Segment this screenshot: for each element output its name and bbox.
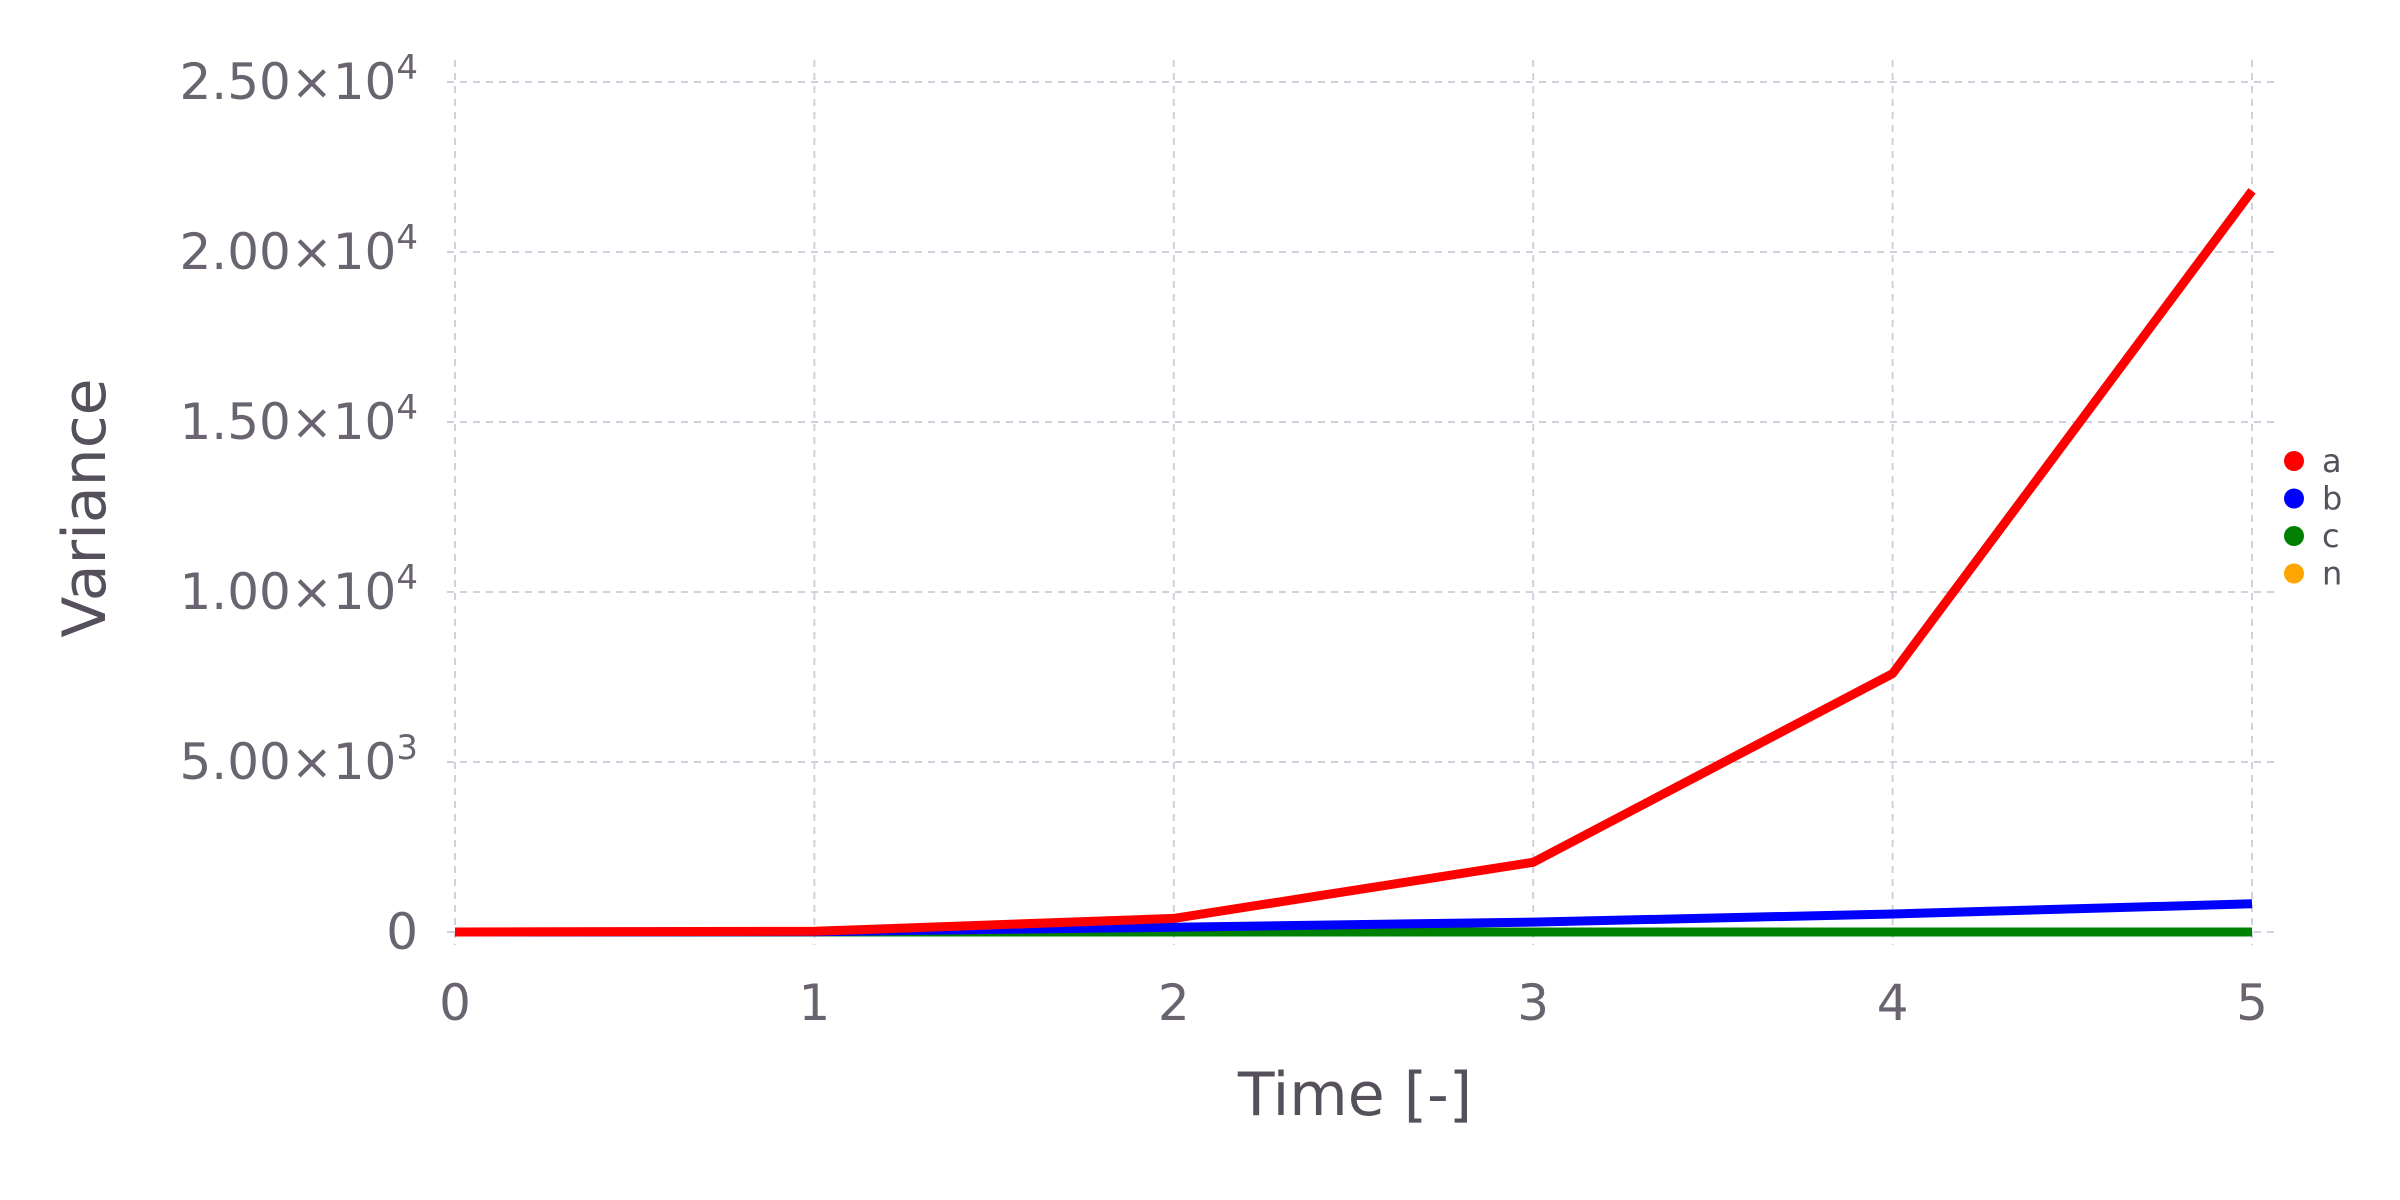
x-tick-label: 5 [2236, 974, 2268, 1032]
y-tick-label: 2.00×104 [180, 218, 419, 281]
y-tick-mantissa: 1.00×10 [180, 563, 397, 621]
legend-marker-c [2284, 526, 2304, 546]
y-tick-labels: 05.00×1031.00×1041.50×1042.00×1042.50×10… [180, 48, 419, 961]
y-tick-label: 0 [386, 903, 418, 961]
x-tick-labels: 0 1 2 3 4 5 [439, 974, 2268, 1032]
y-tick-mantissa: 2.50×10 [180, 53, 397, 111]
x-tick-label: 4 [1877, 974, 1909, 1032]
y-tick-exponent: 4 [396, 558, 418, 598]
y-tick-mantissa: 5.00×10 [180, 733, 397, 791]
y-tick-label: 5.00×103 [180, 728, 419, 791]
y-tick-mantissa: 1.50×10 [180, 393, 397, 451]
legend-marker-a [2284, 451, 2304, 471]
series-line-a [454, 188, 2256, 937]
x-axis-label: Time [-] [1237, 1060, 1472, 1130]
legend-marker-b [2284, 488, 2304, 509]
x-tick-label: 3 [1517, 974, 1549, 1032]
y-axis-label: Variance [50, 378, 120, 637]
x-tick-label: 1 [798, 974, 830, 1032]
legend-marker-n [2284, 563, 2304, 584]
y-tick-exponent: 4 [396, 388, 418, 428]
y-tick-mantissa: 0 [386, 903, 418, 961]
x-tick-label: 0 [439, 974, 471, 1032]
legend-label-n: n [2322, 555, 2342, 593]
y-tick-exponent: 4 [396, 48, 418, 88]
y-tick-mantissa: 2.00×10 [180, 223, 397, 281]
series-layer [454, 188, 2256, 937]
y-tick-label: 1.50×104 [180, 388, 419, 451]
grid-lines [447, 60, 2275, 945]
y-tick-label: 1.00×104 [180, 558, 419, 621]
legend-label-a: a [2322, 442, 2342, 480]
x-tick-label: 2 [1158, 974, 1190, 1032]
legend-label-c: c [2322, 517, 2340, 555]
y-tick-label: 2.50×104 [180, 48, 419, 111]
y-tick-exponent: 3 [396, 728, 418, 768]
y-tick-exponent: 4 [396, 218, 418, 258]
legend-label-b: b [2322, 480, 2342, 518]
